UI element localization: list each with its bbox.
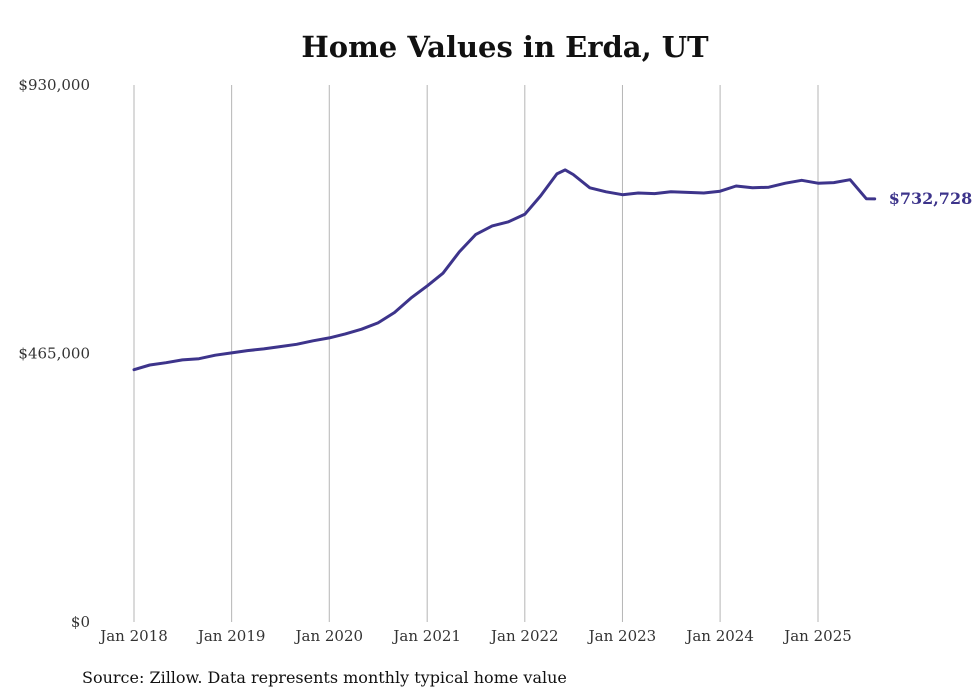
- y-tick-label: $465,000: [18, 345, 90, 363]
- chart-title: Home Values in Erda, UT: [301, 30, 709, 64]
- y-tick-label: $930,000: [18, 76, 90, 94]
- x-tick-label: Jan 2022: [489, 627, 559, 645]
- y-tick-label: $0: [71, 613, 90, 631]
- end-value-label: $732,728: [889, 189, 973, 208]
- x-tick-label: Jan 2019: [196, 627, 266, 645]
- series-line: [132, 168, 877, 372]
- tick-labels: Jan 2018 Jan 2019 Jan 2020 Jan 2021 Jan 2022…: [18, 76, 851, 645]
- x-tick-label: Jan 2020: [293, 627, 363, 645]
- source-note: Source: Zillow. Data represents monthly …: [82, 668, 567, 687]
- x-tick-label: Jan 2018: [98, 627, 168, 645]
- series-layer: $732,728: [132, 168, 973, 372]
- x-tick-label: Jan 2021: [391, 627, 461, 645]
- x-tick-label: Jan 2023: [587, 627, 657, 645]
- x-tick-label: Jan 2025: [782, 627, 852, 645]
- x-tick-label: Jan 2024: [684, 627, 754, 645]
